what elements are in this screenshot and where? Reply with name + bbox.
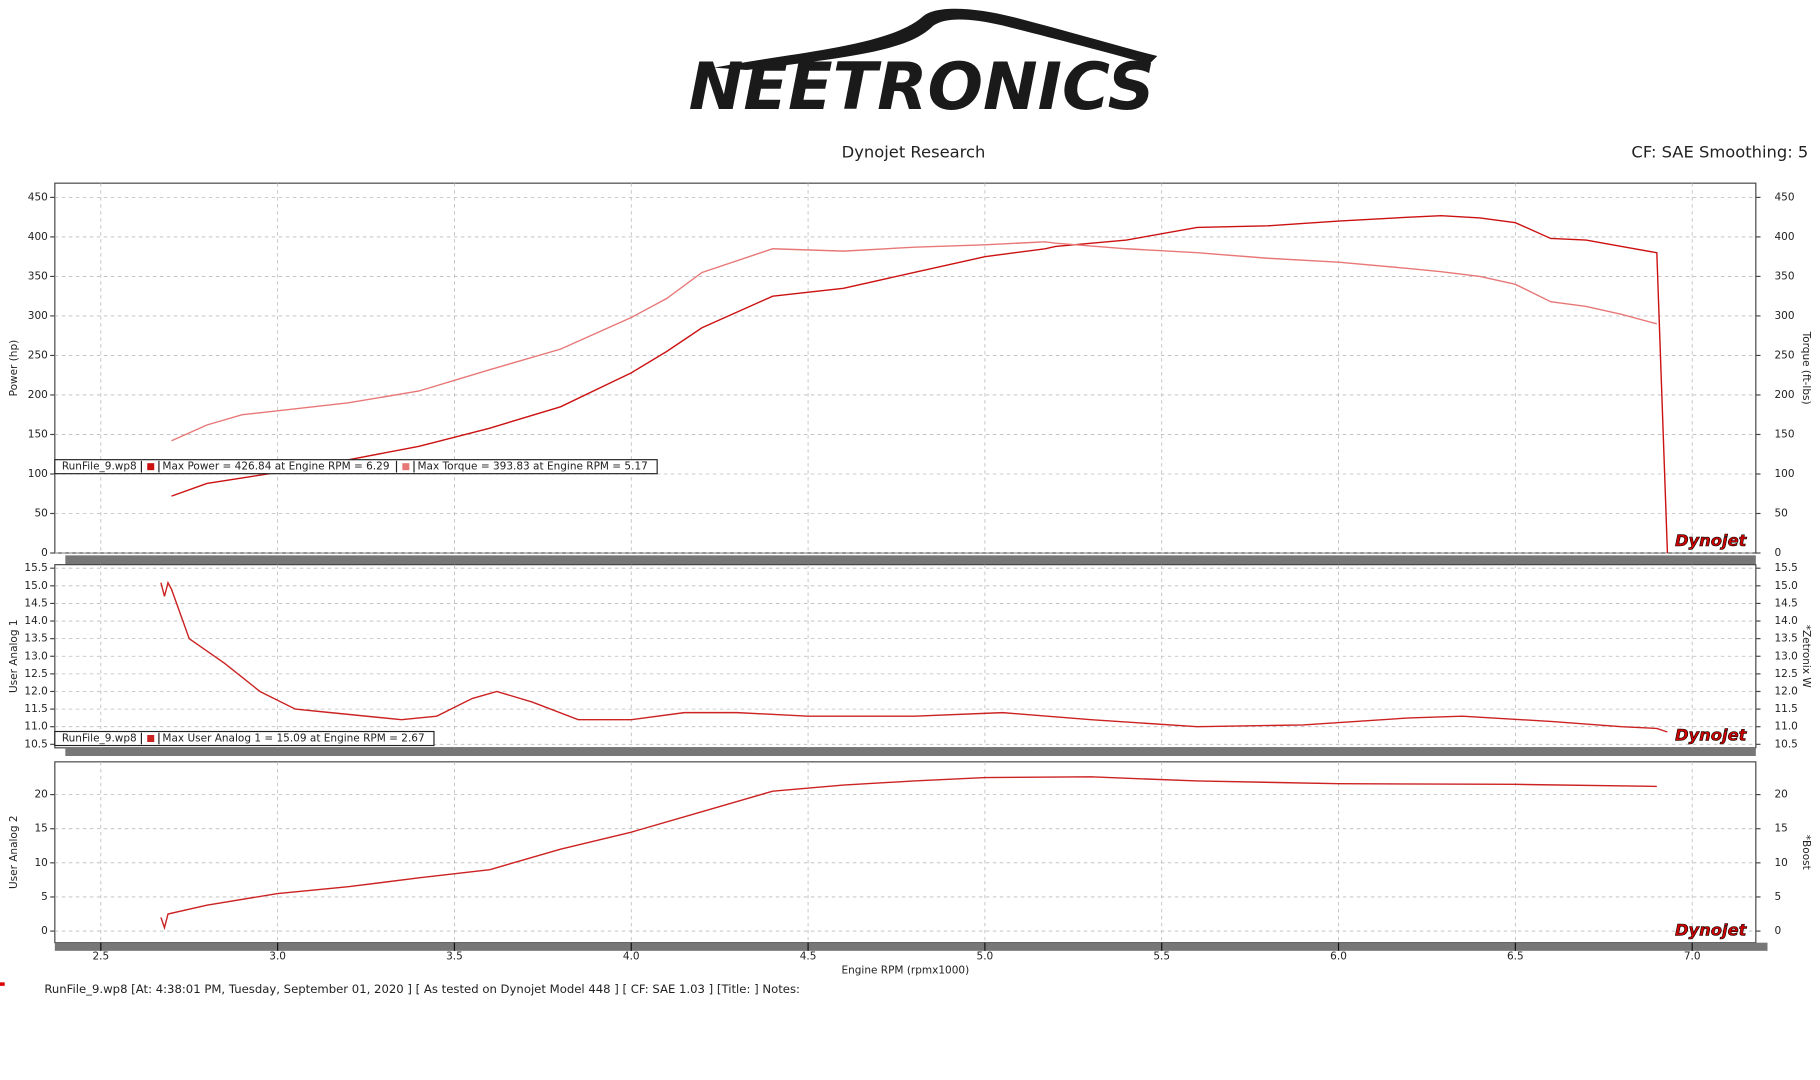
y-axis-label: User Analog 2 (8, 815, 20, 889)
settings: CF: SAE Smoothing: 5 (1631, 142, 1808, 161)
y-tick-label: 350 (28, 270, 48, 282)
y-axis-label: User Analog 1 (8, 619, 20, 693)
series-line (171, 241, 1657, 442)
y-tick-label: 15 (34, 823, 47, 835)
y-tick-label: 20 (34, 789, 47, 801)
y2-tick-label: 12.5 (1775, 668, 1798, 680)
x-tick-label: 4.5 (800, 951, 817, 963)
y2-tick-label: 12.0 (1775, 685, 1798, 697)
legend-label: Max Torque = 393.83 at Engine RPM = 5.17 (417, 461, 647, 473)
y2-tick-label: 0 (1775, 547, 1782, 559)
y2-tick-label: 10 (1775, 857, 1788, 869)
y2-tick-label: 0 (1775, 925, 1782, 937)
y-tick-label: 10.5 (24, 738, 47, 750)
series-line (160, 580, 1668, 733)
x-tick-label: 6.0 (1330, 951, 1347, 963)
y2-tick-label: 10.5 (1775, 738, 1798, 750)
y2-tick-label: 20 (1775, 789, 1788, 801)
y-tick-label: 11.5 (24, 703, 47, 715)
y-tick-label: 0 (41, 547, 48, 559)
plot-frame (54, 761, 1757, 944)
y-tick-label: 14.0 (24, 615, 47, 627)
y2-axis-label: *Boost (1800, 835, 1812, 870)
chart-title: Dynojet Research (842, 142, 986, 161)
y-tick-label: 5 (41, 891, 48, 903)
y2-tick-label: 15.5 (1775, 562, 1798, 574)
y-tick-label: 12.5 (24, 668, 47, 680)
y-tick-label: 13.0 (24, 650, 47, 662)
x-tick-label: 2.5 (92, 951, 109, 963)
x-tick-label: 7.0 (1684, 951, 1701, 963)
legend: RunFile_9.wp8 Max Power = 426.84 at Engin… (54, 459, 658, 475)
marker (0, 982, 5, 986)
legend-label: Max User Analog 1 = 15.09 at Engine RPM … (162, 733, 424, 745)
y-tick-label: 50 (34, 507, 47, 519)
logo: NEETRONICS (689, 49, 1155, 125)
y-tick-label: 13.5 (24, 633, 47, 645)
y-tick-label: 400 (28, 231, 48, 243)
y2-tick-label: 150 (1775, 428, 1795, 440)
y2-tick-label: 400 (1775, 231, 1795, 243)
y-axis-label: Power (hp) (8, 340, 20, 397)
y2-tick-label: 11.0 (1775, 721, 1798, 733)
x-axis-strip (54, 942, 1768, 951)
y-tick-label: 11.0 (24, 721, 47, 733)
y2-tick-label: 13.5 (1775, 633, 1798, 645)
footer: RunFile_9.wp8 [At: 4:38:01 PM, Tuesday, … (44, 982, 800, 996)
logo-swoosh (714, 8, 1158, 71)
y2-axis-label: Torque (ft-lbs) (1800, 331, 1812, 405)
y2-tick-label: 450 (1775, 191, 1795, 203)
y2-tick-label: 15 (1775, 823, 1788, 835)
legend-run: RunFile_9.wp8 (62, 733, 137, 745)
brand-logo: Dynojet (1675, 921, 1748, 940)
x-tick-label: 6.5 (1507, 951, 1524, 963)
y2-tick-label: 11.5 (1775, 703, 1798, 715)
brand-logo: Dynojet (1675, 726, 1748, 745)
y-tick-label: 150 (28, 428, 48, 440)
y-tick-label: 250 (28, 349, 48, 361)
x-tick-label: 3.0 (269, 951, 286, 963)
legend-swatch (402, 463, 410, 471)
legend-label: Max Power = 426.84 at Engine RPM = 6.29 (162, 461, 389, 473)
scroll-bar (65, 555, 1756, 565)
legend-swatch (147, 735, 155, 743)
y-tick-label: 15.0 (24, 580, 47, 592)
legend-box (54, 459, 658, 475)
y2-tick-label: 100 (1775, 468, 1795, 480)
y-tick-label: 450 (28, 191, 48, 203)
brand-logo: Dynojet (1675, 531, 1748, 550)
legend-swatch (147, 463, 155, 471)
scroll-bar (65, 747, 1756, 757)
y2-tick-label: 250 (1775, 349, 1795, 361)
y2-tick-label: 5 (1775, 891, 1782, 903)
plot-frame (54, 182, 1757, 554)
series-line (171, 214, 1669, 554)
y-tick-label: 14.5 (24, 597, 47, 609)
x-tick-label: 5.5 (1153, 951, 1170, 963)
x-axis-label: Engine RPM (rpmx1000) (841, 965, 969, 977)
y-tick-label: 100 (28, 468, 48, 480)
y2-tick-label: 15.0 (1775, 580, 1798, 592)
y2-tick-label: 300 (1775, 310, 1795, 322)
y2-tick-label: 200 (1775, 389, 1795, 401)
y-tick-label: 200 (28, 389, 48, 401)
y2-tick-label: 50 (1775, 507, 1788, 519)
x-tick-label: 3.5 (446, 951, 463, 963)
y-tick-label: 300 (28, 310, 48, 322)
legend: RunFile_9.wp8 Max User Analog 1 = 15.09 a… (54, 730, 435, 747)
y2-axis-label: *Zetronix W (1800, 625, 1812, 689)
y2-tick-label: 350 (1775, 270, 1795, 282)
y2-tick-label: 14.5 (1775, 597, 1798, 609)
series-line (160, 776, 1657, 931)
y-tick-label: 15.5 (24, 562, 47, 574)
y2-tick-label: 13.0 (1775, 650, 1798, 662)
y2-tick-label: 14.0 (1775, 615, 1798, 627)
y-tick-label: 12.0 (24, 685, 47, 697)
legend-run: RunFile_9.wp8 (62, 461, 137, 473)
y-tick-label: 0 (41, 925, 48, 937)
y-tick-label: 10 (34, 857, 47, 869)
x-tick-label: 5.0 (977, 951, 994, 963)
x-tick-label: 4.0 (623, 951, 640, 963)
